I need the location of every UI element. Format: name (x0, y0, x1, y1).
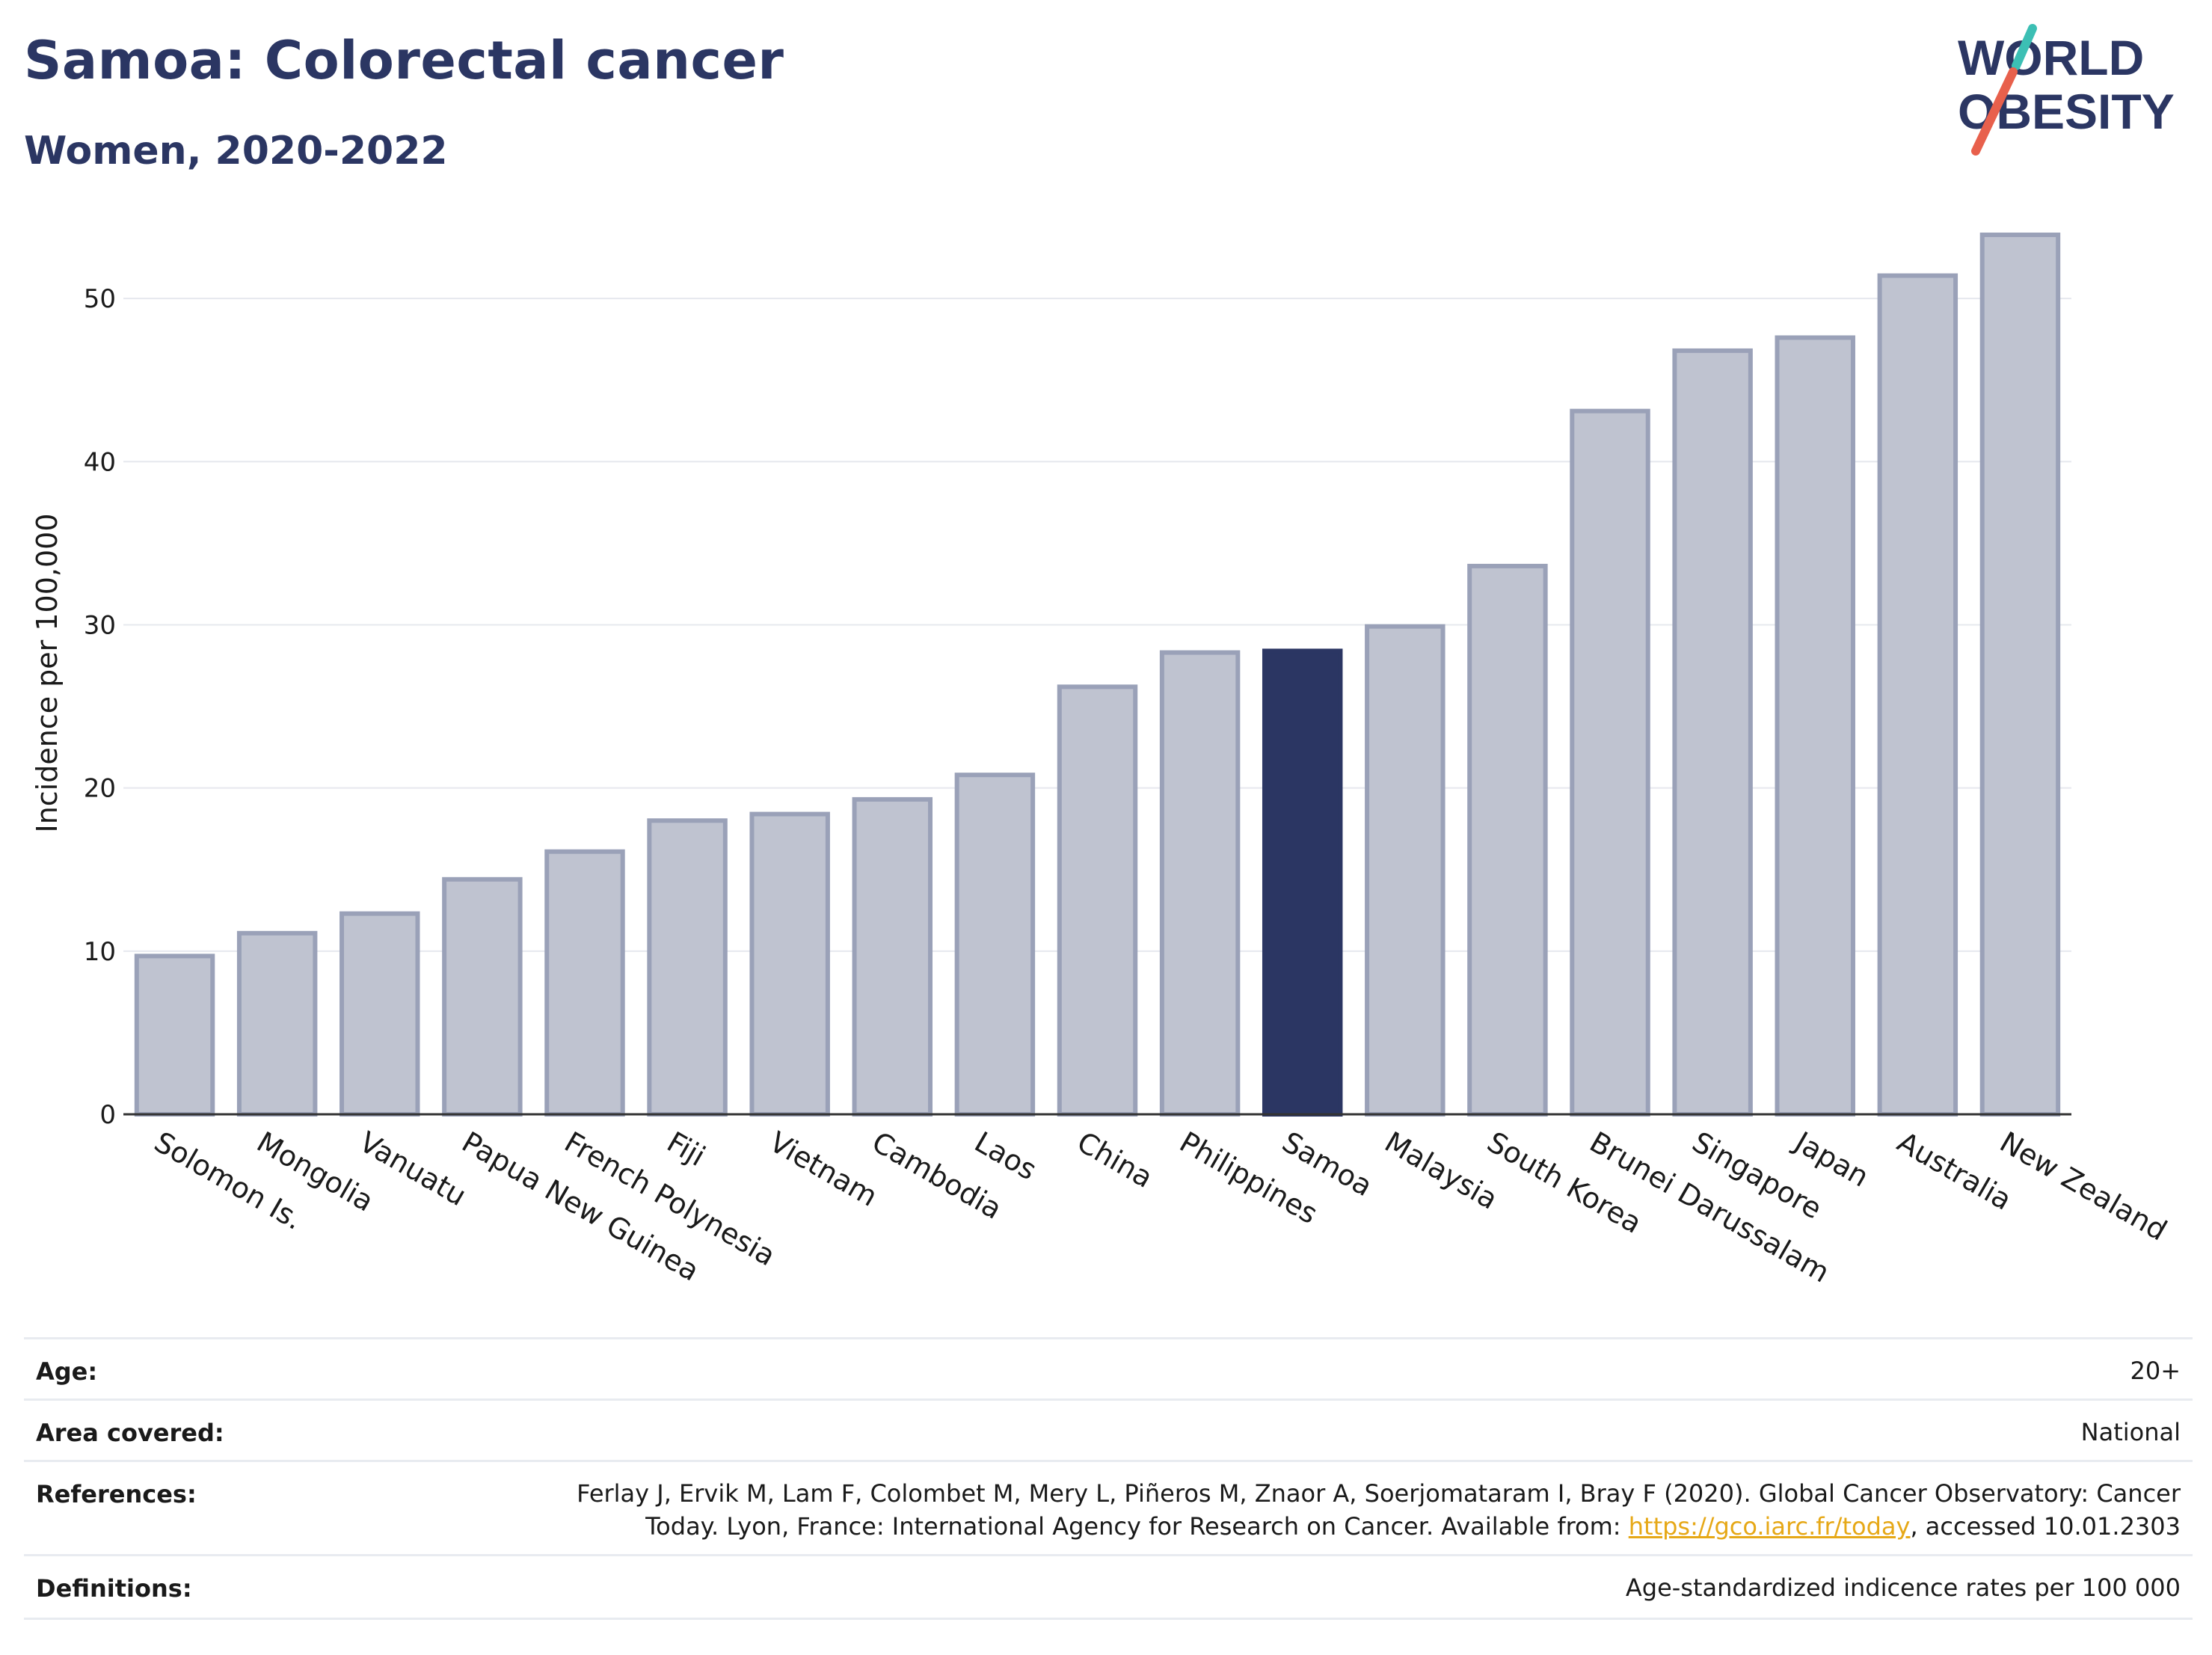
references-text-pre: Today. Lyon, France: International Agenc… (645, 1512, 1629, 1541)
area-value: National (2080, 1418, 2181, 1446)
metadata-row-area: Area covered: National (24, 1398, 2193, 1462)
references-line-2: Today. Lyon, France: International Agenc… (577, 1510, 2181, 1543)
y-tick-label: 50 (84, 284, 116, 314)
bar (236, 930, 318, 1117)
bar (134, 954, 215, 1117)
bar (647, 818, 728, 1117)
bar (544, 849, 625, 1117)
bar (1570, 408, 1650, 1117)
metadata-row-definitions: Definitions: Age-standardized indicence … (24, 1554, 2193, 1620)
bar (1365, 624, 1446, 1117)
bar (954, 773, 1036, 1117)
x-tick-label: Australia (1892, 1126, 2018, 1217)
age-label: Age: (36, 1357, 98, 1386)
definitions-label: Definitions: (36, 1574, 192, 1603)
bar (1775, 335, 1855, 1117)
age-value: 20+ (2130, 1357, 2181, 1385)
bar (1467, 563, 1548, 1117)
logo-slash-teal (2012, 24, 2037, 70)
logo-word-world: WORLD (1958, 30, 2144, 85)
y-tick-label: 10 (84, 937, 116, 967)
x-tick-label: Malaysia (1379, 1126, 1503, 1216)
x-tick-label: Vietnam (764, 1126, 883, 1213)
y-tick-label: 40 (84, 447, 116, 477)
area-label: Area covered: (36, 1419, 224, 1447)
bar (1159, 650, 1241, 1117)
x-tick-label: Laos (969, 1126, 1042, 1187)
x-tick-label: New Zealand (1994, 1126, 2172, 1247)
bar (442, 876, 523, 1117)
definitions-value: Age-standardized indicence rates per 100… (1625, 1573, 2181, 1602)
x-tick-label: China (1072, 1126, 1158, 1194)
bar (1057, 684, 1138, 1117)
x-tick-label: Fiji (662, 1126, 711, 1173)
references-line-1: Ferlay J, Ervik M, Lam F, Colombet M, Me… (577, 1479, 2181, 1508)
y-axis-label: Incidence per 100,000 (31, 513, 64, 832)
logo-slash-red (1971, 67, 2018, 156)
references-text-post: , accessed 10.01.2303 (1910, 1512, 2181, 1541)
bar (1672, 348, 1753, 1117)
references-label: References: (36, 1480, 197, 1508)
bar (1262, 648, 1343, 1117)
y-tick-label: 20 (84, 774, 116, 804)
bar (340, 911, 420, 1117)
references-link[interactable]: https://gco.iarc.fr/today (1628, 1512, 1911, 1541)
y-tick-label: 0 (99, 1100, 116, 1130)
references-value: Ferlay J, Ervik M, Lam F, Colombet M, Me… (577, 1477, 2181, 1543)
bar (1877, 273, 1958, 1117)
metadata-row-age: Age: 20+ (24, 1337, 2193, 1401)
bar (852, 796, 933, 1117)
world-obesity-logo: WORLD OBESITY (1958, 24, 2175, 156)
y-tick-label: 30 (84, 610, 116, 640)
chart-title: Samoa: Colorectal cancer (24, 30, 784, 91)
bar (1979, 233, 2061, 1117)
bar (749, 811, 830, 1117)
chart-subtitle: Women, 2020-2022 (24, 129, 448, 174)
metadata-row-references: References: Ferlay J, Ervik M, Lam F, Co… (24, 1460, 2193, 1556)
